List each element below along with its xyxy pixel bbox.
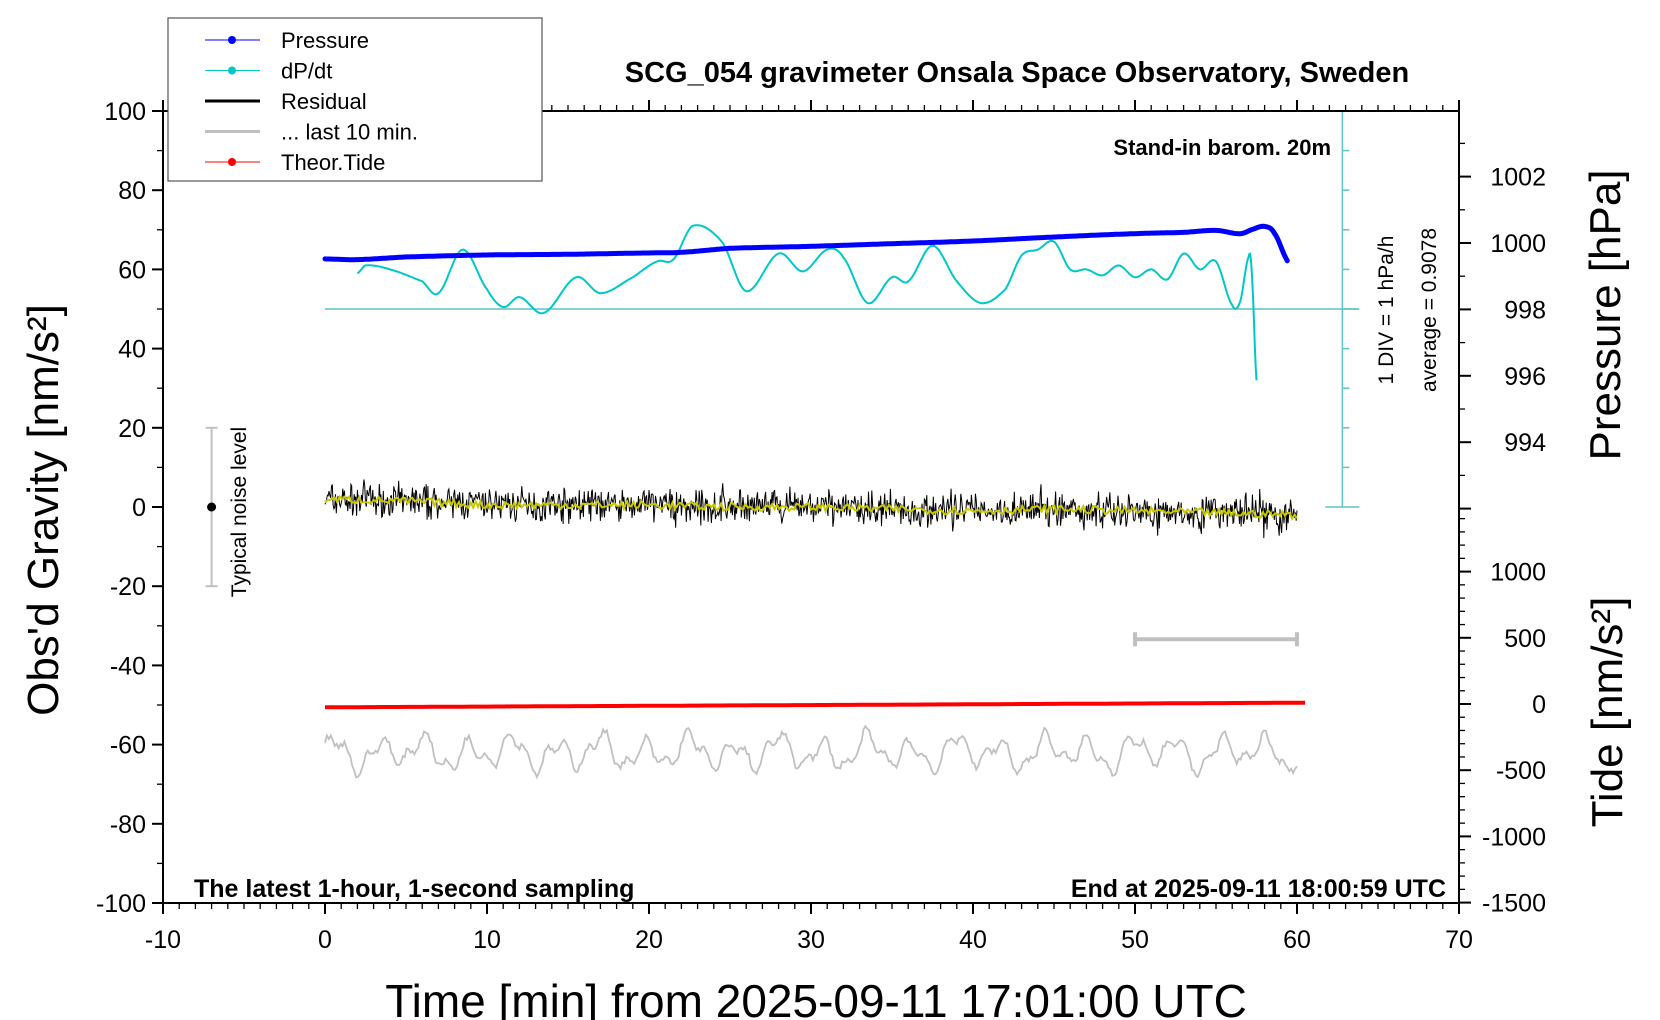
- y-left-tick-label: 0: [132, 494, 146, 522]
- theor-tide-line: [325, 700, 1306, 710]
- legend: Pressure dP/dt Residual ... last 10 min. The…: [167, 17, 543, 182]
- div-scale-note: 1 DIV = 1 hPa/h: [1375, 236, 1398, 385]
- end-time-note: End at 2025-09-11 18:00:59 UTC: [1071, 875, 1446, 903]
- pressure-tick-label: 994: [1504, 429, 1546, 457]
- chart-title: SCG_054 gravimeter Onsala Space Observat…: [625, 57, 1409, 89]
- tide-tick-label: 1000: [1490, 559, 1546, 587]
- dpdt-line: [356, 224, 1258, 381]
- legend-marker: [228, 36, 236, 44]
- x-tick-label: -10: [145, 926, 181, 954]
- x-tick-label: 30: [797, 926, 825, 954]
- y-left-tick-label: 80: [118, 177, 146, 205]
- legend-label: dP/dt: [281, 59, 332, 84]
- y-left-tick-label: -100: [96, 890, 146, 918]
- legend-label: Theor.Tide: [281, 150, 385, 175]
- x-tick-label: 0: [318, 926, 332, 954]
- barometer-note: Stand-in barom. 20m: [1113, 135, 1331, 160]
- x-tick-label: 50: [1121, 926, 1149, 954]
- legend-item: Residual: [205, 89, 367, 114]
- tide-tick-label: -1000: [1482, 823, 1546, 851]
- y-left-tick-label: -20: [110, 573, 146, 601]
- y-pressure-axis-title: Pressure [hPa]: [1581, 169, 1630, 460]
- y-left-tick-label: -40: [110, 652, 146, 680]
- y-left-tick-label: 20: [118, 415, 146, 443]
- x-tick-label: 70: [1445, 926, 1473, 954]
- legend-item: Theor.Tide: [205, 150, 385, 175]
- x-tick-label: 40: [959, 926, 987, 954]
- sampling-note: The latest 1-hour, 1-second sampling: [194, 875, 634, 903]
- tide-tick-label: 0: [1532, 691, 1546, 719]
- tide-tick-label: -500: [1496, 757, 1546, 785]
- legend-item: Pressure: [205, 28, 369, 53]
- tide-tick-label: -1500: [1482, 890, 1546, 918]
- plot-frame: [162, 110, 1460, 904]
- legend-item: dP/dt: [205, 59, 332, 84]
- pressure-tick-label: 996: [1504, 363, 1546, 391]
- legend-label: Residual: [281, 89, 367, 114]
- x-tick-label: 60: [1283, 926, 1311, 954]
- legend-label: ... last 10 min.: [281, 120, 418, 145]
- y-left-axis-title: Obs'd Gravity [nm/s²]: [19, 304, 68, 716]
- pressure-line: [322, 223, 1290, 264]
- noise-level-label: Typical noise level: [228, 427, 251, 597]
- y-left-tick-label: 100: [104, 98, 146, 126]
- noise-level-dot: [207, 502, 217, 512]
- x-tick-label: 10: [473, 926, 501, 954]
- x-axis-title: Time [min] from 2025-09-11 17:01:00 UTC: [385, 975, 1247, 1020]
- pressure-tick-label: 1000: [1490, 230, 1546, 258]
- legend-item: ... last 10 min.: [205, 120, 418, 145]
- legend-label: Pressure: [281, 28, 369, 53]
- y-left-tick-label: 40: [118, 336, 146, 364]
- legend-marker: [228, 66, 236, 75]
- y-left-tick-label: -80: [110, 811, 146, 839]
- residual-smoothed-line: [324, 494, 1298, 521]
- tide-tick-label: 500: [1504, 625, 1546, 653]
- y-left-tick-label: -60: [110, 732, 146, 760]
- legend-marker: [228, 158, 236, 166]
- residual-line: [324, 479, 1298, 539]
- x-tick-label: 20: [635, 926, 663, 954]
- y-left-tick-label: 60: [118, 256, 146, 284]
- last-10-min-line: [324, 724, 1298, 780]
- pressure-tick-label: 1002: [1490, 164, 1546, 192]
- y-tide-axis-title: Tide [nm/s²]: [1583, 597, 1632, 828]
- pressure-tick-label: 998: [1504, 296, 1546, 324]
- average-note: average = 0.9078: [1418, 228, 1441, 392]
